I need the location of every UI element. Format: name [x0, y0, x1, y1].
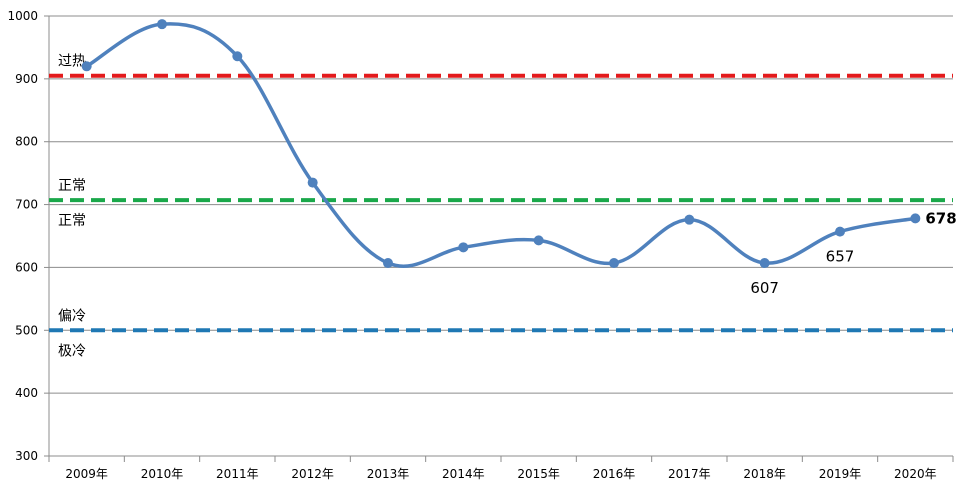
data-point	[157, 19, 167, 30]
data-label: 657	[826, 248, 855, 266]
gridlines	[49, 15, 953, 394]
data-point	[759, 258, 770, 269]
data-labels: 607 657 678	[750, 209, 956, 297]
x-tick-label: 2020年	[894, 467, 937, 481]
x-tick-label: 2010年	[141, 467, 184, 481]
x-tick-label: 2018年	[743, 467, 786, 481]
y-tick-label: 600	[15, 260, 38, 274]
data-point	[232, 51, 243, 62]
axes	[44, 15, 954, 462]
series-layer	[84, 22, 918, 269]
x-tick-label: 2009年	[65, 467, 108, 481]
threshold-lines	[49, 73, 953, 333]
data-point	[835, 226, 845, 237]
y-tick-label: 400	[15, 386, 38, 400]
data-points	[81, 19, 921, 269]
zone-label: 正常	[58, 178, 86, 194]
series-line	[84, 22, 918, 269]
x-tick-label: 2019年	[819, 467, 862, 481]
data-point	[609, 258, 619, 269]
tick-labels: 1000 900 800 700 600 500 400 300 2009年 2010年 2011年…	[7, 9, 936, 481]
data-point	[81, 61, 92, 72]
data-point	[458, 242, 469, 253]
data-point	[307, 177, 318, 188]
data-point	[910, 213, 921, 224]
data-label: 678	[925, 209, 956, 227]
x-tick-label: 2011年	[216, 467, 259, 481]
x-tick-label: 2016年	[593, 467, 636, 481]
zone-label: 偏冷	[58, 308, 86, 324]
zone-label: 极冷	[58, 343, 86, 359]
zone-label: 正常	[58, 213, 86, 229]
x-tick-label: 2014年	[442, 467, 485, 481]
y-tick-label: 800	[15, 135, 38, 149]
y-tick-label: 900	[15, 72, 38, 86]
data-label: 607	[750, 279, 779, 297]
zone-label: 过热	[58, 54, 86, 70]
y-tick-label: 700	[15, 198, 38, 212]
data-point	[383, 258, 393, 269]
data-point	[684, 214, 695, 225]
y-tick-label: 300	[15, 449, 38, 463]
y-tick-label: 500	[15, 323, 38, 337]
x-tick-label: 2013年	[367, 467, 410, 481]
x-tick-label: 2015年	[517, 467, 560, 481]
y-tick-label: 1000	[7, 9, 38, 23]
x-tick-label: 2012年	[291, 467, 334, 481]
x-tick-label: 2017年	[668, 467, 711, 481]
data-point	[533, 235, 544, 246]
